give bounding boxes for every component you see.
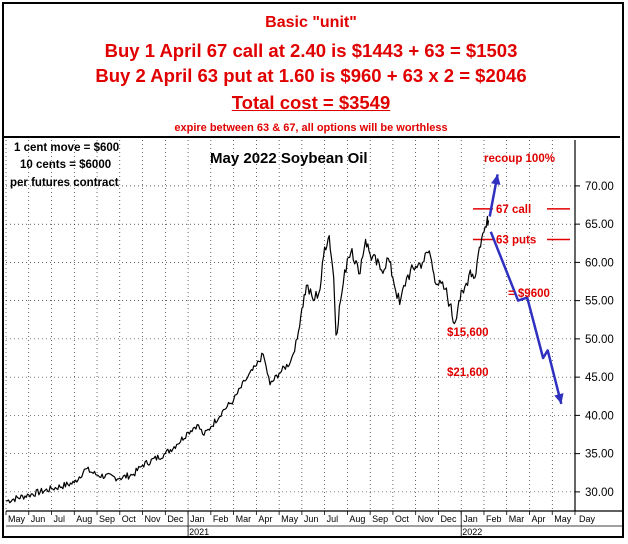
header-line-1: Basic "unit" [265,14,357,31]
chart-frame [2,2,624,538]
year-label: 2022 [462,527,482,537]
x-tick-label: Jul [327,514,339,524]
x-tick-label: Mar [509,514,525,524]
x-tick-label: Jan [190,514,205,524]
annotation-15600: $15,600 [447,327,489,339]
y-tick-label: 70.00 [585,181,614,193]
x-tick-label: Dec [167,514,184,524]
x-tick-label: Jul [54,514,66,524]
projection-arrows [488,174,564,405]
x-tick-label: Jun [31,514,46,524]
options-header: Basic "unit" Buy 1 April 67 call at 2.40… [2,2,620,134]
x-tick-label: May [554,514,572,524]
x-tick-label: Jan [463,514,478,524]
x-tick-label: Dec [440,514,457,524]
x-tick-label: Jun [304,514,319,524]
reference-line-label: 67 call [496,204,531,216]
note-line-3: per futures contract [10,177,119,189]
header-line-2: Buy 1 April 67 call at 2.40 is $1443 + 6… [104,40,518,61]
note-line-1: 1 cent move = $600 [14,142,119,154]
x-tick-label: Mar [236,514,252,524]
x-tick-label: Feb [213,514,229,524]
expiry-note: expire between 63 & 67, all options will… [174,122,448,134]
reference-line-label: 63 puts [496,234,536,246]
projection-arrow-down [489,231,563,405]
x-tick-label: May [8,514,26,524]
x-tick-label: Aug [76,514,92,524]
x-tick-label: Nov [145,514,162,524]
x-tick-label: Apr [258,514,272,524]
x-tick-label: Day [579,514,596,524]
annotation-recoup: recoup 100% [484,153,555,165]
chart-title: May 2022 Soybean Oil [210,150,368,167]
year-label: 2021 [189,527,209,537]
y-tick-label: 65.00 [585,219,614,231]
y-tick-label: 55.00 [585,296,614,308]
y-tick-label: 50.00 [585,334,614,346]
header-line-3: Buy 2 April 63 put at 1.60 is $960 + 63 … [95,65,527,86]
y-tick-label: 30.00 [585,487,614,499]
y-tick-label: 45.00 [585,372,614,384]
y-tick-label: 40.00 [585,410,614,422]
x-tick-label: May [281,514,299,524]
y-ticks: 30.00 35.00 40.00 45.00 50.00 55.00 60.00 65.00… [575,181,614,499]
annotation-21600: $21,600 [447,367,489,379]
note-line-2: 10 cents = $6000 [20,159,111,171]
projection-arrow-up-head [491,174,501,186]
x-tick-label: Sep [372,514,388,524]
x-tick-label: Nov [418,514,435,524]
annotation-9600: = $9600 [508,288,550,300]
x-tick-label: Aug [349,514,365,524]
x-tick-label: Oct [122,514,137,524]
projection-arrow-down-head [554,393,564,404]
y-tick-label: 35.00 [585,449,614,461]
x-tick-label: Feb [486,514,502,524]
price-series-line [5,215,490,504]
x-tick-label: Sep [99,514,115,524]
header-divider [2,136,620,138]
x-tick-label: Apr [531,514,545,524]
x-tick-label: Oct [395,514,410,524]
y-tick-label: 60.00 [585,257,614,269]
x-ticks: May Jun Jul Aug Sep Oct Nov Dec Jan Feb Mar Apr May J… [5,511,596,537]
total-cost-line: Total cost = $3549 [231,92,391,113]
reference-lines: 67 call 63 puts [473,204,570,246]
grid [5,140,576,511]
